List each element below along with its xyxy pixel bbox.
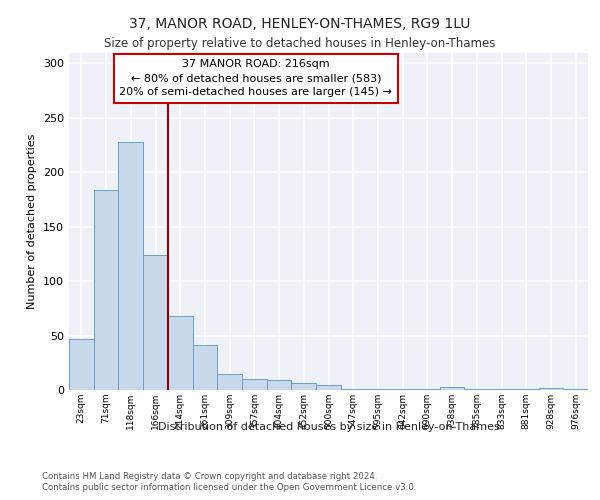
Bar [489, 389, 514, 390]
Bar [118, 142, 143, 390]
Text: Size of property relative to detached houses in Henley-on-Thames: Size of property relative to detached ho… [104, 38, 496, 51]
Text: 37, MANOR ROAD, HENLEY-ON-THAMES, RG9 1LU: 37, MANOR ROAD, HENLEY-ON-THAMES, RG9 1L… [130, 18, 470, 32]
Bar [440, 386, 464, 390]
Bar [415, 389, 440, 390]
Text: 37 MANOR ROAD: 216sqm
← 80% of detached houses are smaller (583)
20% of semi-det: 37 MANOR ROAD: 216sqm ← 80% of detached … [119, 59, 392, 97]
Bar [563, 389, 588, 390]
Bar [292, 384, 316, 390]
Bar [193, 346, 217, 390]
Bar [365, 389, 390, 390]
Bar [242, 379, 267, 390]
Text: Contains public sector information licensed under the Open Government Licence v3: Contains public sector information licen… [42, 484, 416, 492]
Bar [94, 190, 118, 390]
Bar [69, 339, 94, 390]
Bar [390, 389, 415, 390]
Bar [341, 389, 365, 390]
Y-axis label: Number of detached properties: Number of detached properties [28, 134, 37, 309]
Text: Distribution of detached houses by size in Henley-on-Thames: Distribution of detached houses by size … [158, 422, 500, 432]
Bar [143, 255, 168, 390]
Bar [217, 374, 242, 390]
Bar [267, 380, 292, 390]
Bar [539, 388, 563, 390]
Bar [464, 389, 489, 390]
Bar [168, 316, 193, 390]
Text: Contains HM Land Registry data © Crown copyright and database right 2024.: Contains HM Land Registry data © Crown c… [42, 472, 377, 481]
Bar [514, 389, 539, 390]
Bar [316, 384, 341, 390]
